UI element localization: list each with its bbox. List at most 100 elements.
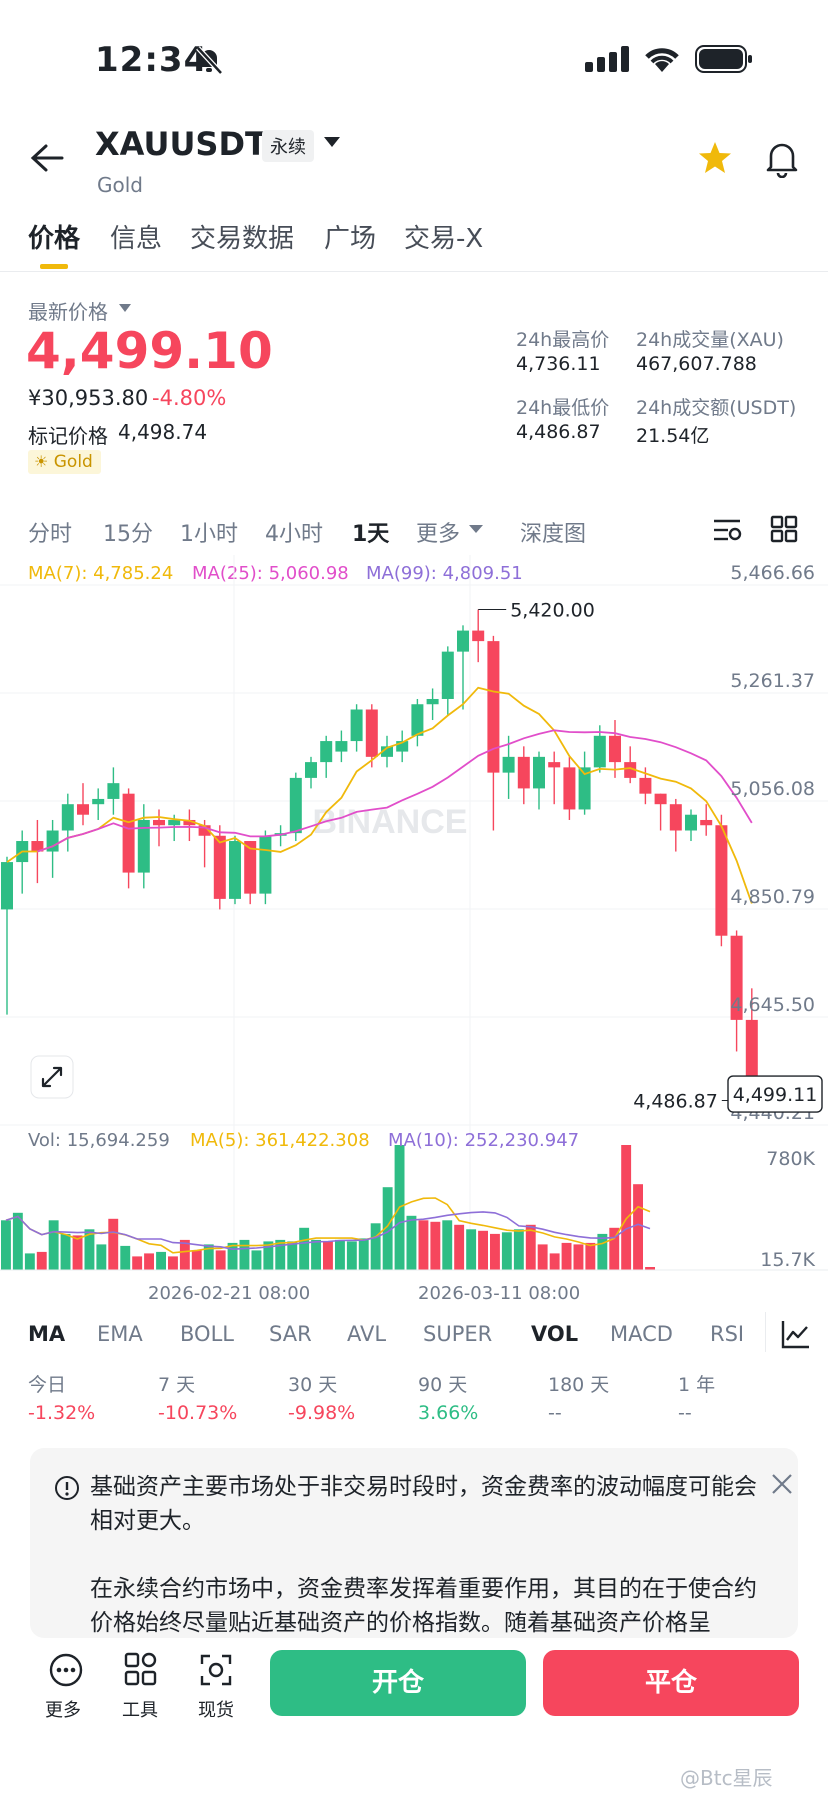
candle [365,709,378,757]
tf-15m[interactable]: 15分 [103,522,153,547]
perf-label: 今日 [28,1374,67,1396]
tf-1h[interactable]: 1小时 [180,522,238,547]
vol-ma5-legend: MA(5): 361,422.308 [190,1130,370,1151]
ind-vol[interactable]: VOL [531,1322,579,1346]
ind-sar[interactable]: SAR [269,1322,312,1346]
chart-settings-icon[interactable] [712,516,742,544]
tab-info[interactable]: 信息 [110,224,163,254]
vol-ma10-line [5,1211,651,1251]
fullscreen-expand-icon[interactable] [30,1055,74,1099]
candle [381,746,393,757]
ind-avl[interactable]: AVL [347,1322,387,1346]
low-annotation: 4,486.87 [633,1090,718,1112]
back-arrow-icon[interactable] [30,143,64,173]
volume-bar [513,1229,524,1270]
ind-boll[interactable]: BOLL [180,1322,234,1346]
candle [411,704,424,736]
battery-icon [695,45,752,73]
close-icon[interactable] [770,1472,794,1496]
tf-more[interactable]: 更多 [416,522,461,547]
tab-trading-data[interactable]: 交易数据 [190,224,295,254]
candle [168,819,181,826]
stat-vol-label: 24h成交量(XAU) [636,329,784,351]
tf-depth[interactable]: 深度图 [520,522,587,547]
volume-bar [430,1221,441,1270]
volume-bar [1,1220,11,1270]
volume-bar [48,1220,59,1270]
ind-ma[interactable]: MA [28,1322,66,1346]
volume-bar [96,1244,107,1270]
volume-bar [609,1227,620,1270]
volume-bar [645,1267,655,1270]
y-tick-label: 5,261.37 [730,670,815,692]
caret-down-icon[interactable] [322,135,342,149]
volume-bar [537,1244,548,1270]
ind-super[interactable]: SUPER [423,1322,493,1346]
ind-ema[interactable]: EMA [97,1322,143,1346]
tf-more-caret-icon [469,525,483,533]
indicator-chart-icon[interactable] [780,1318,812,1350]
tab-square[interactable]: 广场 [324,224,377,254]
mark-price-label: 标记价格 [28,424,108,448]
volume-bar [633,1184,643,1270]
bell-icon[interactable] [765,140,799,178]
volume-bar [36,1251,47,1270]
more-label[interactable]: 更多 [45,1700,81,1721]
tools-label[interactable]: 工具 [122,1700,158,1721]
more-dots-icon[interactable] [48,1652,84,1688]
tab-price[interactable]: 价格 [28,224,81,254]
volume-bar [406,1215,417,1270]
star-icon[interactable] [697,140,733,176]
volume-bar [358,1238,369,1270]
ind-macd[interactable]: MACD [610,1322,673,1346]
volume-bar [490,1233,500,1270]
vol-y-tick: 15.7K [760,1249,815,1271]
tab-trade-x[interactable]: 交易-X [404,224,484,254]
volume-bar [335,1239,345,1270]
gold-tag[interactable]: ☀ Gold [28,450,101,474]
candle [77,804,89,815]
volume-bar [442,1220,453,1270]
spot-icon[interactable] [198,1652,234,1688]
volume-bar [72,1235,83,1270]
perf-value: -- [678,1402,692,1424]
volume-bar [299,1227,310,1270]
gold-sun-icon: ☀ [34,452,49,471]
stat-amt-label: 24h成交额(USDT) [636,397,797,419]
tf-timeline[interactable]: 分时 [28,522,73,547]
volume-bar [346,1241,357,1270]
volume-bar [549,1253,560,1270]
grid-layout-icon[interactable] [770,515,798,543]
tab-active-indicator [40,264,68,269]
candle [624,762,637,778]
volume-bar [287,1241,298,1270]
candle [502,756,515,773]
price-chart[interactable]: BINANCE 5,466.66 5,261.37 5,056.08 4,850.79… [0,555,828,1285]
perf-value: -1.32% [28,1402,96,1424]
tf-1d[interactable]: 1天 [352,522,390,547]
spot-label[interactable]: 现货 [198,1700,234,1721]
close-position-button[interactable]: 平仓 [543,1650,799,1716]
tf-4h[interactable]: 4小时 [265,522,323,547]
open-position-button[interactable]: 开仓 [270,1650,526,1716]
candle [685,814,697,831]
volume-bar [227,1242,238,1270]
caret-down-small-icon[interactable] [118,303,132,313]
high-annotation: 5,420.00 [510,600,595,622]
symbol-title[interactable]: XAUUSDT [95,125,267,163]
candle [426,698,439,705]
ind-rsi[interactable]: RSI [710,1322,745,1346]
volume-bar [12,1212,23,1270]
volume-bar [454,1224,465,1270]
y-tick-label: 5,466.66 [730,562,815,584]
candle [350,709,363,742]
current-price-label: 4,499.11 [733,1084,818,1106]
ma7-legend: MA(7): 4,785.24 [28,563,174,584]
volume-bar [561,1242,572,1270]
volume-bar [263,1241,274,1270]
stat-low-label: 24h最低价 [516,397,610,419]
candle [107,783,120,799]
volume-bar [585,1242,596,1270]
tools-icon[interactable] [124,1652,158,1686]
x-tick-1: 2026-02-21 08:00 [148,1283,311,1304]
